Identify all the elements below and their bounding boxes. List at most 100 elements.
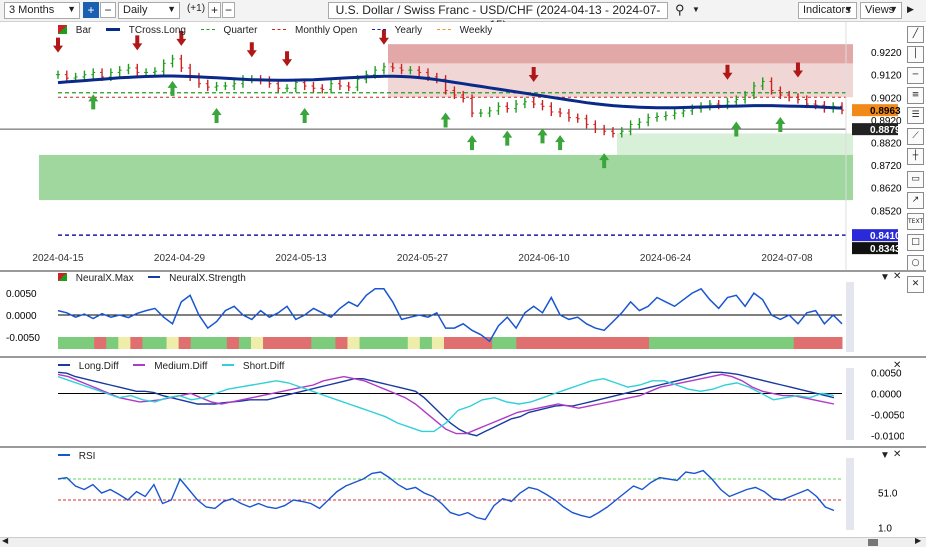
slope-tool-icon[interactable]: ⟋ xyxy=(907,128,924,145)
neuralx-max-cell xyxy=(576,337,590,349)
neuralx-max-cell xyxy=(142,337,155,349)
neuralx-max-cell xyxy=(178,337,192,349)
horizontal-line-tool-icon[interactable]: ─ xyxy=(907,67,924,84)
pane-divider[interactable] xyxy=(0,446,926,448)
legend-quarter[interactable]: Quarter xyxy=(200,25,264,36)
price-label-box xyxy=(852,242,898,255)
pane-divider[interactable] xyxy=(0,356,926,358)
neuralx-pane[interactable]: NeuralX.Max NeuralX.Strength ▼ ✕ 0.0050 0… xyxy=(0,271,904,356)
collapse-icon[interactable]: ▶ xyxy=(907,4,914,14)
price-label: 0.8879 xyxy=(870,125,901,136)
delete-drawings-icon[interactable]: ✕ xyxy=(907,276,924,293)
offset-minus-button[interactable]: − xyxy=(222,2,235,18)
indicators-button[interactable]: Indicators ▼ xyxy=(798,2,857,19)
legend-yearly[interactable]: Yearly xyxy=(372,25,428,36)
legend-bar[interactable]: Bar xyxy=(58,25,97,36)
main-legend: Bar TCross.Long Quarter Monthly Open Yea… xyxy=(58,25,504,36)
parallel-tool-icon[interactable]: ≡ xyxy=(907,87,924,104)
legend-monthly-label: Monthly Open xyxy=(295,25,358,36)
legend-rsi[interactable]: RSI xyxy=(58,451,101,462)
pane-menu-icon[interactable]: ▼ xyxy=(880,272,890,283)
neuralx-max-cell xyxy=(624,337,638,349)
comment-tool-icon[interactable]: ▭ xyxy=(907,171,924,188)
symbol-title[interactable]: U.S. Dollar / Swiss Franc - USD/CHF (202… xyxy=(328,2,668,32)
y-tick-label: 0.8720 xyxy=(871,161,902,172)
x-tick-label: 2024-07-08 xyxy=(761,253,813,264)
ellipse-tool-icon[interactable]: ○ xyxy=(907,255,924,272)
text-tool-icon[interactable]: TEXT xyxy=(907,213,924,230)
neuralx-max-cell xyxy=(649,337,662,349)
sell-arrow-icon xyxy=(528,67,539,83)
scroll-left-icon[interactable]: ◀ xyxy=(2,536,9,545)
neuralx-max-cell xyxy=(431,337,445,349)
fibonacci-tool-icon[interactable]: ☰ xyxy=(907,107,924,124)
neuralx-max-cell xyxy=(468,337,481,349)
neuralx-max-cell xyxy=(94,337,107,349)
close-pane-icon[interactable]: ✕ xyxy=(893,449,902,460)
y-tick-label: 0.8620 xyxy=(871,184,902,195)
trendline-tool-icon[interactable]: ╱ xyxy=(907,26,924,43)
range-value: 3 Months xyxy=(9,4,55,16)
search-icon[interactable]: ⚲ xyxy=(675,2,685,17)
legend-neuralx-strength[interactable]: NeuralX.Strength xyxy=(148,273,252,284)
rsi-chart[interactable]: 51.0 1.0 xyxy=(0,448,904,537)
rectangle-tool-icon[interactable]: □ xyxy=(907,234,924,251)
sell-arrow-icon xyxy=(378,29,389,45)
neuralx-max-cell xyxy=(540,337,554,349)
price-chart[interactable]: 0.9220 0.9120 0.9020 0.8920 0.8820 0.8720 0.86… xyxy=(0,22,904,270)
neuralx-max-cell xyxy=(202,337,216,349)
diff-pane[interactable]: Long.Diff Medium.Diff Short.Diff ✕ 0.005… xyxy=(0,358,905,446)
rsi-pane[interactable]: RSI ▼ ✕ 51.0 1.0 xyxy=(0,448,904,537)
line-swatch-icon xyxy=(106,28,121,31)
diff-chart[interactable]: 0.0050 0.0000 -0.0050 -0.0100 xyxy=(0,358,905,446)
neuralx-max-cell xyxy=(661,337,674,349)
neuralx-max-cell xyxy=(745,337,759,349)
tcross-long-line xyxy=(57,74,843,110)
vertical-line-tool-icon[interactable]: │ xyxy=(907,46,924,63)
pane-menu-icon[interactable]: ▼ xyxy=(880,450,890,461)
neuralx-max-cell xyxy=(347,337,361,349)
legend-medium-diff[interactable]: Medium.Diff xyxy=(133,361,213,372)
range-select[interactable]: 3 Months ▼ xyxy=(4,2,80,19)
line-swatch-icon xyxy=(148,276,161,278)
legend-tcross[interactable]: TCross.Long xyxy=(106,25,192,36)
rsi-legend: RSI xyxy=(58,451,107,462)
legend-long-diff[interactable]: Long.Diff xyxy=(58,361,125,372)
crosshair-tool-icon[interactable]: ┼ xyxy=(907,148,924,165)
neuralx-max-cell xyxy=(166,337,180,349)
horizontal-scrollbar[interactable]: ◀ ▶ xyxy=(0,536,926,547)
neuralx-max-cell xyxy=(685,337,698,349)
chevron-down-icon: ▼ xyxy=(167,4,176,14)
views-button[interactable]: Views ▼ xyxy=(860,2,902,19)
legend-weekly[interactable]: Weekly xyxy=(436,25,498,36)
legend-short-diff[interactable]: Short.Diff xyxy=(222,361,290,372)
interval-select[interactable]: Daily ▼ xyxy=(118,2,180,19)
chevron-down-icon[interactable]: ▼ xyxy=(692,5,700,14)
offset-plus-button[interactable]: + xyxy=(208,2,221,18)
neuralx-chart[interactable]: 0.0050 0.0000 -0.0050 xyxy=(0,272,904,356)
legend-neuralx-max[interactable]: NeuralX.Max xyxy=(58,273,140,284)
sell-arrow-icon xyxy=(132,35,143,51)
price-label: 0.8963 xyxy=(870,106,901,117)
neuralx-max-cell xyxy=(250,337,264,349)
zoom-out-button[interactable]: − xyxy=(100,2,116,18)
sell-arrow-icon xyxy=(246,42,257,58)
arrow-tool-icon[interactable]: ↗ xyxy=(907,192,924,209)
scroll-thumb[interactable] xyxy=(868,539,878,546)
neuralx-max-cell xyxy=(395,337,409,349)
close-pane-icon[interactable]: ✕ xyxy=(893,360,902,371)
pane-divider[interactable] xyxy=(0,270,926,272)
neuralx-max-cell xyxy=(82,337,95,349)
scale-band xyxy=(846,368,854,440)
zoom-in-button[interactable]: + xyxy=(83,2,99,18)
y-tick-label: -0.0050 xyxy=(6,333,40,344)
price-label-box xyxy=(852,229,898,242)
chevron-down-icon: ▼ xyxy=(67,4,76,14)
price-label: 0.8343 xyxy=(870,244,901,255)
close-pane-icon[interactable]: ✕ xyxy=(893,271,902,282)
price-pane[interactable]: Bar TCross.Long Quarter Monthly Open Yea… xyxy=(0,22,904,270)
scroll-right-icon[interactable]: ▶ xyxy=(915,536,922,545)
x-tick-label: 2024-06-24 xyxy=(640,253,692,264)
legend-monthly[interactable]: Monthly Open xyxy=(272,25,363,36)
drawing-toolbar: ╱ │ ─ ≡ ☰ ⟋ ┼ ▭ ↗ TEXT □ ○ ✕ xyxy=(904,22,926,302)
